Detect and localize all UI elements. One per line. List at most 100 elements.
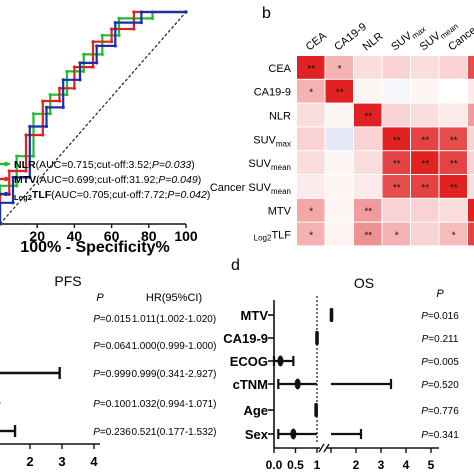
- roc-point: [150, 16, 155, 20]
- heatmap-col-label: CEA: [304, 30, 330, 54]
- p-number: =0.999: [100, 369, 131, 380]
- heatmap-cell: [325, 151, 353, 174]
- legend-close: ): [198, 174, 202, 186]
- heatmap-cell: [382, 222, 410, 246]
- roc-point: [61, 105, 65, 109]
- roc-point: [110, 27, 114, 31]
- col-label-main: CEA: [304, 30, 330, 54]
- pfs-hr-ci: 1.011(1.002-1.020): [132, 314, 216, 325]
- roc-point: [61, 78, 65, 82]
- legend-entry: Log2TLF(AUC=0.705;cut-off:7.72;P=0.042): [14, 189, 210, 202]
- roc-point: [110, 40, 114, 44]
- legend-marker: [3, 191, 9, 197]
- row-label-main: Cancer SUV: [210, 182, 272, 194]
- heatmap-row-label: CA19-9: [254, 87, 291, 99]
- pfs-title: PFS: [54, 273, 81, 289]
- roc-point: [11, 175, 15, 179]
- heatmap-cell: [297, 103, 325, 127]
- heatmap-significance: **: [393, 135, 401, 146]
- heatmap-row-label: CEA: [268, 63, 291, 75]
- heatmap-cell: [382, 79, 410, 103]
- row-label-sub: max: [276, 139, 291, 148]
- heatmap-cell: [325, 127, 353, 151]
- p-number: =0.064: [100, 341, 131, 352]
- pfs-hr-ci: 0.999(0.341-2.927): [131, 369, 216, 380]
- heatmap-cell: [411, 79, 439, 103]
- roc-point: [113, 21, 117, 25]
- heatmap-significance: **: [421, 159, 429, 170]
- heatmap-cell: [411, 127, 439, 151]
- roc-point: [139, 10, 143, 14]
- heatmap-significance: **: [336, 88, 344, 99]
- os-axis-break: [323, 443, 330, 453]
- roc-point: [91, 65, 95, 69]
- roc-point: [11, 201, 15, 205]
- heatmap-row-label: SUVmean: [248, 158, 291, 172]
- p-letter: P: [421, 357, 428, 368]
- heatmap-row-label: Cancer SUVmean: [210, 182, 291, 196]
- p-number: =0.520: [428, 380, 459, 391]
- heatmap-cell: [297, 175, 325, 198]
- p-number: =0.341: [428, 430, 459, 441]
- roc-point: [139, 21, 143, 25]
- row-label-main: CEA: [268, 63, 291, 75]
- heatmap-significance: *: [309, 207, 313, 218]
- roc-point: [44, 105, 49, 109]
- roc-point: [7, 169, 11, 173]
- heatmap-significance: *: [309, 231, 313, 242]
- heatmap-significance: **: [421, 183, 429, 194]
- roc-point: [95, 61, 99, 65]
- p-letter: P: [93, 399, 100, 410]
- row-label-sub: mean: [271, 187, 291, 196]
- heatmap-cell: [297, 56, 325, 79]
- roc-point: [57, 99, 62, 103]
- heatmap-cell: [468, 222, 474, 246]
- legend-marker: [3, 161, 9, 167]
- heatmap-significance: *: [309, 88, 313, 99]
- os-x-tick-label: 2: [353, 458, 360, 472]
- heatmap-cell: [439, 56, 467, 79]
- legend-close: ): [191, 159, 195, 171]
- os-x-tick-label: 3: [378, 458, 385, 472]
- heatmap-cell: [468, 127, 474, 151]
- pfs-p-value: P=0.064: [93, 341, 131, 352]
- pfs-hr-ci: 0.521(0.177-1.532): [131, 427, 216, 438]
- heatmap-significance: **: [450, 135, 458, 146]
- heatmap-cell: [325, 198, 353, 222]
- heatmap-cell: [297, 79, 325, 103]
- roc-point: [28, 124, 32, 129]
- heatmap-row-label: NLR: [269, 111, 291, 123]
- heatmap-significance: **: [307, 64, 315, 75]
- p-number: =0.100: [100, 399, 131, 410]
- roc-point: [100, 33, 104, 37]
- heatmap-cell: [354, 198, 382, 222]
- heatmap-significance: **: [450, 159, 458, 170]
- os-x-tick-label: 0.0: [266, 458, 283, 472]
- roc-point: [24, 133, 28, 137]
- heatmap-cell: [468, 79, 474, 103]
- heatmap-significance: **: [364, 207, 372, 218]
- heatmap-cell: [354, 127, 382, 151]
- heatmap-cell: [439, 127, 467, 151]
- pfs-hr-ci: 1.000(0.999-1.000): [131, 341, 216, 352]
- heatmap-significance: *: [452, 231, 456, 242]
- os-x-tick-label: 0.5: [287, 458, 304, 472]
- row-label-pre: Log2: [254, 234, 272, 243]
- roc-point: [132, 10, 136, 14]
- roc-point: [0, 184, 2, 188]
- heatmap-cell: [439, 198, 467, 222]
- roc-x-tick-label: 60: [104, 228, 120, 244]
- os-estimate: [329, 308, 334, 322]
- p-letter: P: [93, 427, 100, 438]
- legend-sub: Log2: [14, 193, 32, 202]
- roc-point: [0, 201, 2, 205]
- os-p-value: P=0.776: [421, 406, 459, 417]
- roc-point: [95, 44, 99, 48]
- heatmap-cell: [354, 151, 382, 174]
- legend-name: TLF: [32, 189, 52, 201]
- heatmap-cell: [325, 222, 353, 246]
- legend-entry: MTV(AUC=0.699;cut-off:31.92;P=0.049): [14, 174, 201, 186]
- p-letter: P: [93, 314, 100, 325]
- row-label-main: NLR: [269, 111, 291, 123]
- heatmap-cell: [468, 103, 474, 127]
